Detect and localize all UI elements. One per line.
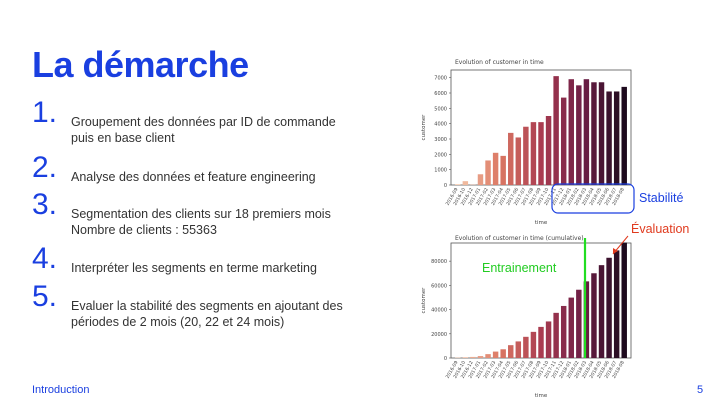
bar	[455, 184, 461, 185]
y-tick-label: 2000	[434, 152, 447, 158]
step-line: Evaluer la stabilité des segments en ajo…	[71, 299, 343, 313]
bar	[606, 91, 612, 185]
evaluation-arrow-head	[613, 248, 618, 254]
y-tick-label: 20000	[431, 332, 447, 338]
bar	[568, 297, 574, 358]
y-axis-label: customer	[421, 287, 427, 314]
bar	[591, 273, 597, 358]
y-tick-label: 7000	[434, 76, 447, 82]
step-line: puis en base client	[71, 131, 175, 145]
step-number: 2.	[32, 151, 58, 184]
y-tick-label: 60000	[431, 283, 447, 289]
bar	[591, 82, 597, 185]
chart-title: Evolution of customer in time	[455, 59, 544, 66]
y-tick-label: 5000	[434, 106, 447, 112]
bar	[576, 85, 582, 185]
slide-title: La démarche	[32, 44, 249, 85]
chart-title: Evolution of customer in time (cumulativ…	[455, 235, 584, 242]
bar	[523, 336, 529, 358]
bar	[508, 345, 514, 358]
bar	[515, 137, 522, 185]
step-text: Segmentation des clients sur 18 premiers…	[71, 206, 331, 238]
step-number: 4.	[32, 242, 58, 275]
bar	[538, 122, 544, 185]
y-tick-label: 0	[444, 183, 447, 189]
step-line: Nombre de clients : 55363	[71, 223, 217, 237]
bar	[492, 351, 499, 358]
bar	[530, 331, 537, 358]
step-line: périodes de 2 mois (20, 22 et 24 mois)	[71, 315, 285, 329]
bar	[560, 97, 567, 185]
bar	[553, 76, 559, 185]
bar	[470, 356, 476, 358]
bar	[500, 155, 506, 185]
bar	[621, 86, 627, 185]
footer-section: Introduction	[32, 384, 90, 396]
bar	[462, 357, 469, 358]
step-line: Analyse des données et feature engineeri…	[71, 170, 316, 184]
bar	[621, 242, 627, 358]
y-tick-label: 0	[444, 356, 447, 362]
bar	[576, 289, 582, 358]
bar	[515, 341, 522, 358]
x-axis-label: time	[535, 220, 548, 226]
bar	[545, 321, 552, 358]
step-text: Groupement des données par ID de command…	[71, 114, 336, 146]
bar	[500, 349, 506, 358]
y-tick-label: 6000	[434, 91, 447, 97]
bar	[553, 312, 559, 358]
y-tick-label: 40000	[431, 308, 447, 314]
step-line: Interpréter les segments en terme market…	[71, 261, 317, 275]
step-number: 3.	[32, 188, 58, 221]
step-text: Analyse des données et feature engineeri…	[71, 169, 316, 185]
bar	[545, 116, 552, 185]
bar	[462, 181, 469, 185]
step-number: 1.	[32, 96, 58, 129]
y-tick-label: 4000	[434, 122, 447, 128]
bar	[530, 122, 537, 185]
step-number: 5.	[32, 280, 58, 313]
stabilite-box	[551, 183, 635, 214]
step-text: Evaluer la stabilité des segments en ajo…	[71, 298, 343, 330]
step-line: Groupement des données par ID de command…	[71, 115, 336, 129]
x-axis-label: time	[535, 393, 548, 399]
bar	[560, 305, 567, 358]
bar	[485, 354, 491, 358]
y-axis-label: customer	[421, 114, 427, 141]
bar	[568, 79, 574, 185]
y-tick-label: 3000	[434, 137, 447, 143]
bar	[485, 160, 491, 185]
y-tick-label: 1000	[434, 168, 447, 174]
bar	[606, 257, 612, 358]
bar	[492, 152, 499, 185]
y-tick-label: 80000	[431, 259, 447, 265]
bar	[477, 174, 484, 185]
page-number: 5	[697, 384, 704, 396]
bar	[538, 326, 544, 358]
bar	[508, 132, 514, 185]
step-line: Segmentation des clients sur 18 premiers…	[71, 207, 331, 221]
bar	[583, 281, 590, 358]
entrainement-label: Entrainement	[482, 261, 557, 275]
stabilite-label: Stabilité	[639, 191, 684, 205]
bar	[523, 126, 529, 185]
bar	[477, 356, 484, 358]
bar	[613, 250, 620, 358]
evaluation-label: Évaluation	[631, 222, 690, 236]
step-text: Interpréter les segments en terme market…	[71, 260, 317, 276]
bar	[598, 265, 605, 358]
bar	[598, 82, 605, 185]
bar	[613, 91, 620, 185]
bar	[583, 79, 590, 185]
